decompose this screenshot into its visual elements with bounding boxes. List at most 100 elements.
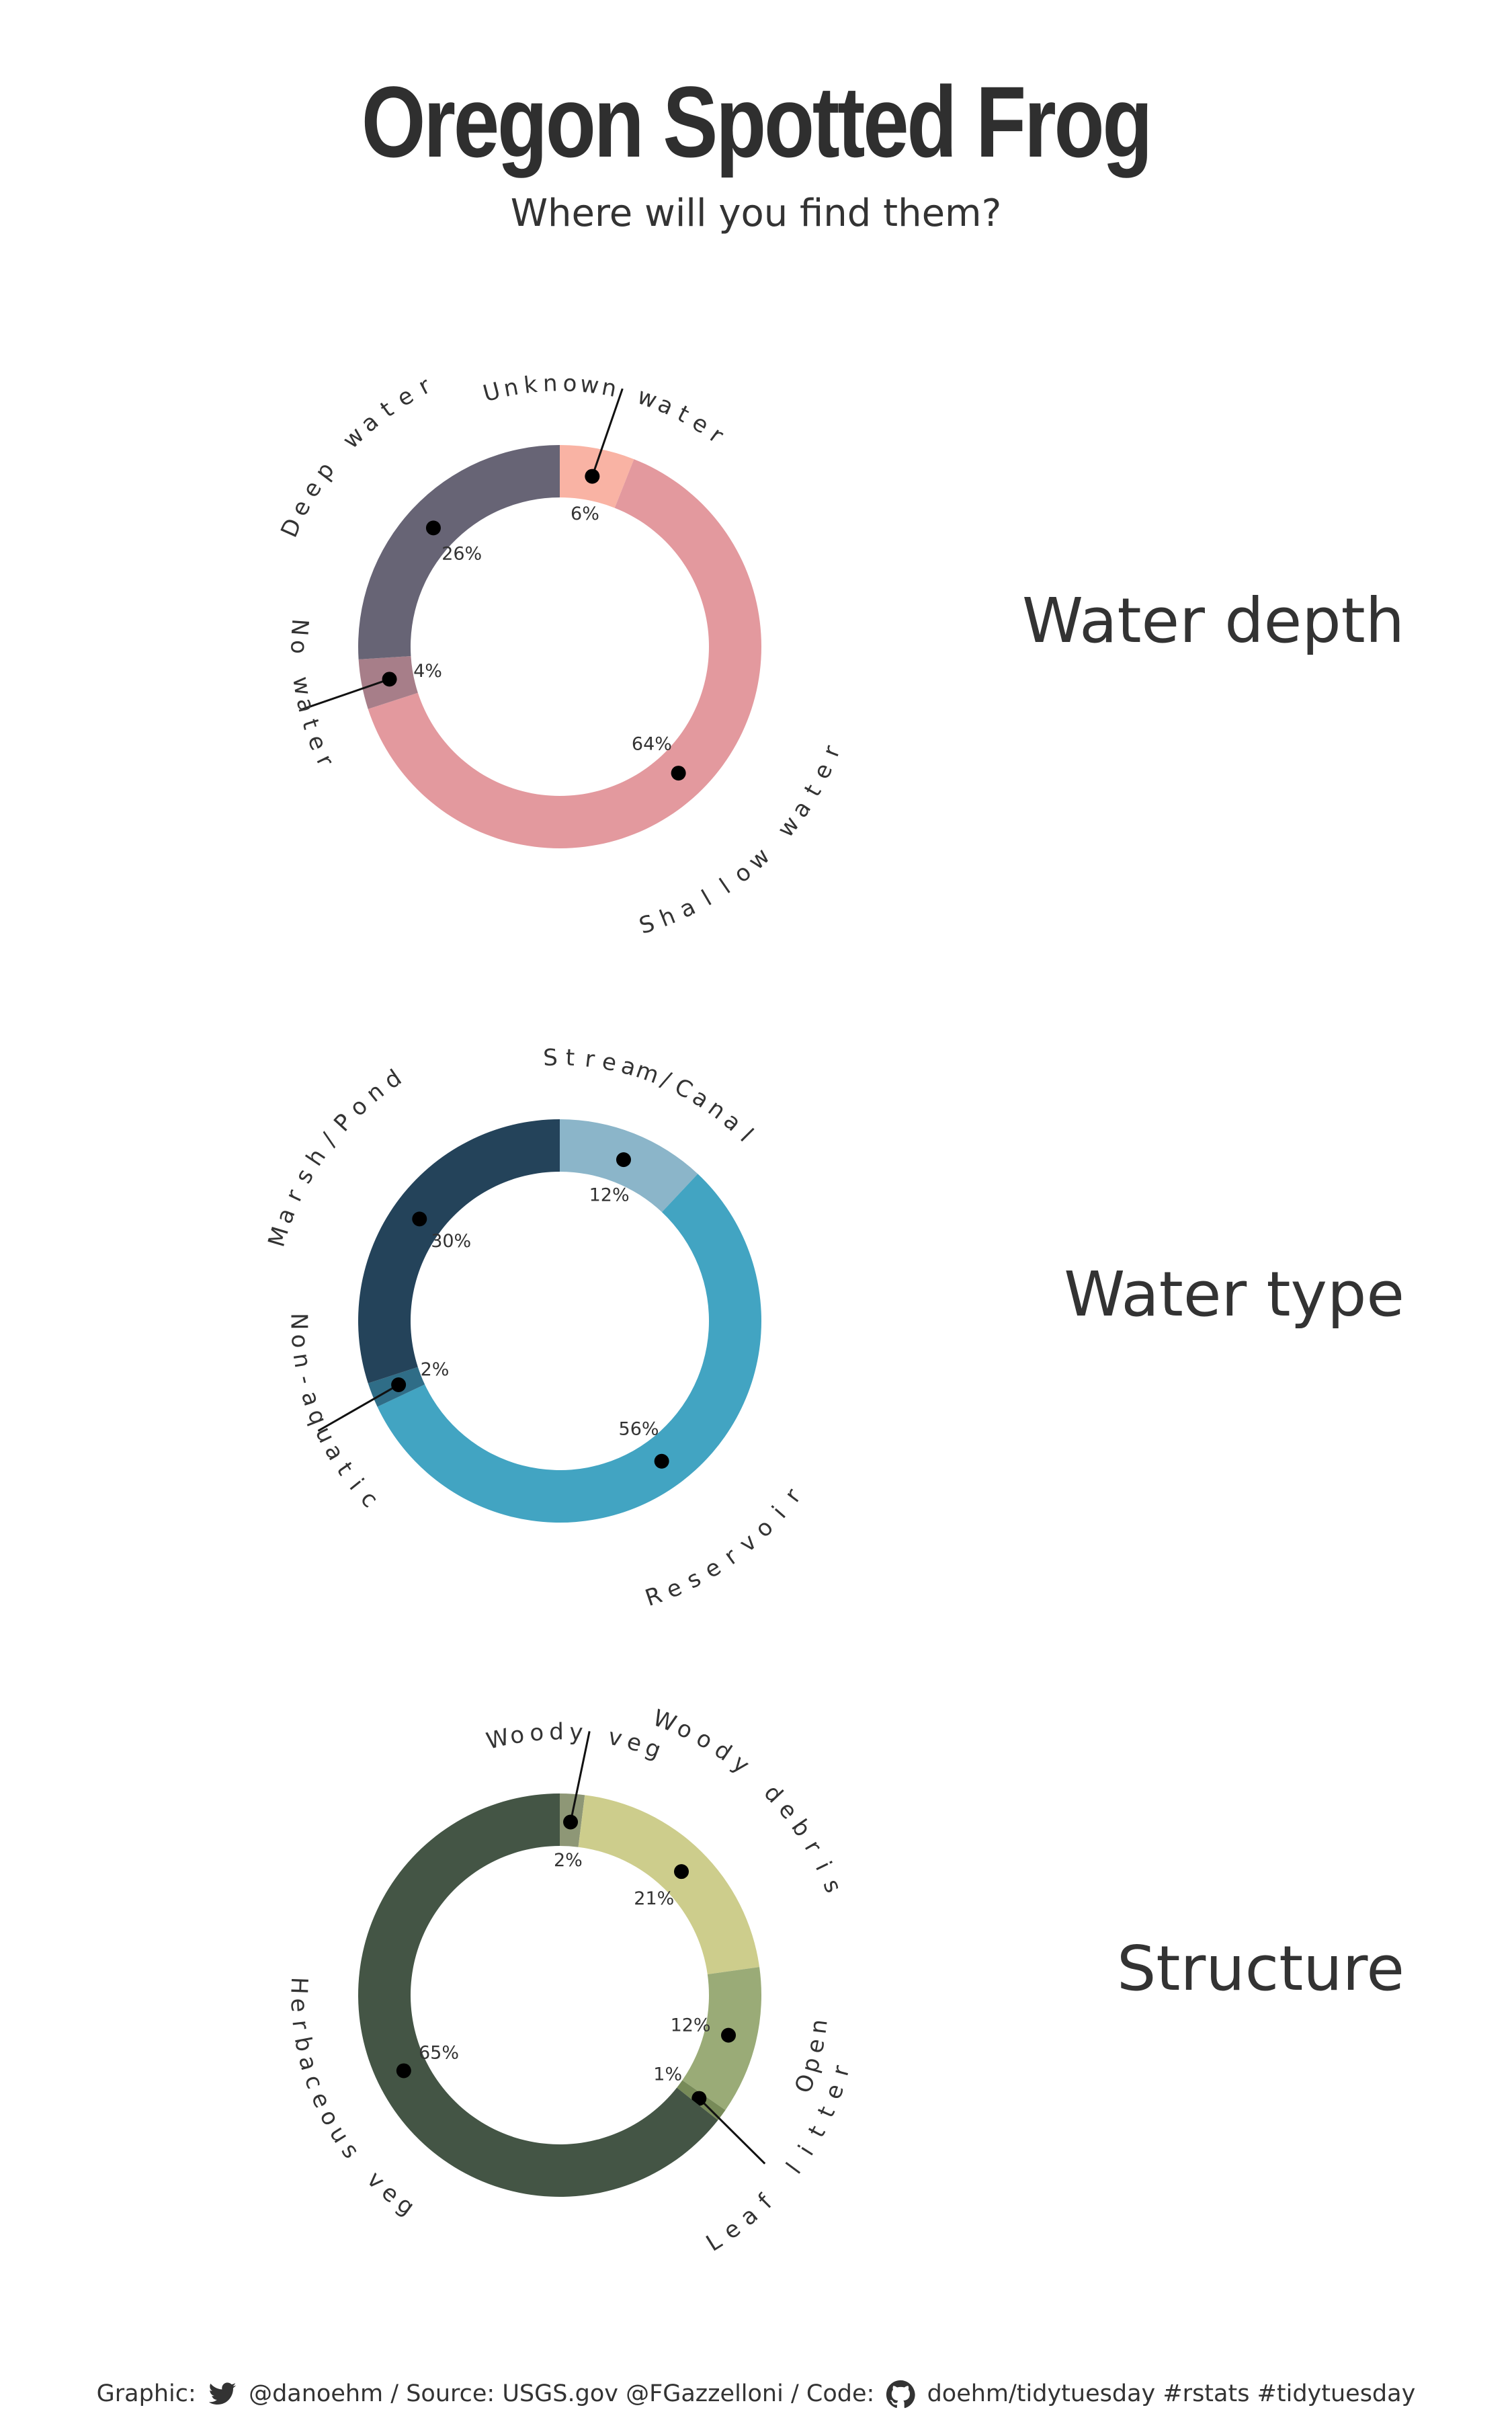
slice-marker-shallow-water [671, 766, 686, 781]
percent-label-woody-debris: 21% [634, 1888, 674, 1909]
slice-marker-no-water [382, 672, 397, 687]
category-label-reservoir: r [719, 1543, 743, 1570]
category-label-deep-water: p [310, 457, 340, 485]
category-label-reservoir: e [700, 1554, 726, 1584]
category-label-no-water: e [302, 731, 332, 754]
category-label-open: n [805, 2018, 833, 2035]
category-label-woody-veg: e [624, 1728, 644, 1757]
donut-slice-marsh-pond [358, 1119, 560, 1383]
category-label-reservoir: e [663, 1574, 686, 1604]
category-label-reservoir: R [642, 1582, 665, 1612]
category-label-leaf-litter: e [820, 2081, 850, 2103]
slice-marker-stream-canal [616, 1152, 631, 1168]
category-label-no-water: w [287, 675, 317, 698]
category-label-deep-water: e [392, 382, 419, 412]
category-label-shallow-water: h [656, 902, 679, 932]
category-label-leaf-litter: i [793, 2141, 819, 2161]
percent-label-non-aquatic: 2% [421, 1359, 450, 1380]
category-label-reservoir: i [767, 1501, 791, 1523]
category-label-woody-veg: W [484, 1724, 512, 1755]
percent-label-unknown-water: 6% [571, 503, 599, 524]
category-label-non-aquatic: o [286, 1333, 313, 1349]
donut-slice-herbaceous-veg [358, 1793, 718, 2197]
slice-marker-leaf-litter [691, 2091, 707, 2106]
category-label-marsh-pond: M [263, 1223, 294, 1250]
category-label-herbaceous-veg: a [293, 2053, 323, 2074]
category-label-reservoir: s [682, 1565, 705, 1595]
category-label-woody-veg: o [529, 1719, 545, 1747]
footer-author: @danoehm / Source: USGS.gov @FGazzelloni… [249, 2380, 875, 2407]
category-label-marsh-pond: s [290, 1164, 320, 1188]
chart-subtitle: Where will you find them? [510, 192, 1002, 235]
category-label-leaf-litter: r [827, 2063, 855, 2079]
category-label-marsh-pond: a [271, 1205, 301, 1227]
slice-marker-marsh-pond [412, 1211, 427, 1227]
category-label-open: p [796, 2054, 826, 2076]
slice-marker-woody-debris [674, 1864, 689, 1880]
donut-slice-woody-debris [578, 1795, 760, 1975]
category-label-herbaceous-veg: r [286, 2019, 314, 2031]
category-label-deep-water: e [286, 495, 317, 520]
category-label-woody-debris: i [810, 1857, 837, 1875]
category-label-herbaceous-veg: e [285, 1998, 312, 2013]
category-label-shallow-water: l [698, 885, 716, 912]
panel-label-water-depth: Water depth [1022, 585, 1404, 657]
footer-code: doehm/tidytuesday #rstats #tidytuesday [927, 2380, 1416, 2407]
category-label-non-aquatic: c [355, 1486, 383, 1513]
category-label-reservoir: o [750, 1514, 779, 1543]
category-label-unknown-water: e [687, 409, 714, 440]
leader-line-no-water [301, 678, 390, 711]
category-label-stream-canal: r [583, 1045, 595, 1073]
category-label-no-water: o [285, 640, 312, 654]
category-label-woody-debris: o [691, 1725, 717, 1755]
category-label-open: e [801, 2036, 830, 2055]
category-label-non-aquatic: N [285, 1313, 312, 1330]
category-label-woody-veg: y [569, 1719, 584, 1746]
twitter-bird-icon [208, 2382, 237, 2405]
slice-marker-unknown-water [585, 469, 600, 484]
percent-label-deep-water: 26% [442, 544, 482, 565]
percent-label-marsh-pond: 30% [431, 1231, 471, 1252]
category-label-unknown-water: w [579, 371, 600, 400]
category-label-stream-canal: e [600, 1048, 619, 1077]
category-label-woody-veg: g [642, 1734, 665, 1764]
category-label-woody-debris: s [817, 1876, 847, 1896]
leader-line-unknown-water [591, 388, 624, 477]
category-label-woody-debris: d [710, 1736, 737, 1767]
slice-marker-deep-water [425, 520, 441, 536]
footer-graphic-label: Graphic: [96, 2380, 196, 2407]
category-label-unknown-water: n [501, 374, 521, 403]
category-label-woody-veg: d [549, 1718, 564, 1745]
category-label-unknown-water: U [480, 377, 503, 407]
leader-line-leaf-litter [698, 2097, 766, 2165]
category-label-non-aquatic: t [331, 1457, 359, 1480]
category-label-shallow-water: t [799, 780, 827, 801]
slice-marker-herbaceous-veg [396, 2063, 411, 2079]
category-label-no-water: N [286, 618, 314, 637]
category-label-leaf-litter: t [803, 2122, 831, 2142]
github-icon [886, 2380, 916, 2409]
category-label-deep-water: D [276, 514, 307, 541]
category-label-marsh-pond: / [316, 1128, 342, 1151]
category-label-deep-water: e [297, 476, 327, 502]
category-label-unknown-water: n [542, 370, 558, 397]
category-label-herbaceous-veg: b [289, 2034, 318, 2054]
category-label-marsh-pond: h [301, 1144, 331, 1171]
percent-label-open: 12% [671, 2015, 711, 2036]
donut-slice-reservoir [377, 1174, 761, 1523]
slice-marker-reservoir [654, 1453, 669, 1469]
chart-title: Oregon Spotted Frog [361, 65, 1153, 178]
category-label-marsh-pond: d [379, 1064, 407, 1094]
category-label-marsh-pond: r [280, 1186, 308, 1206]
category-label-non-aquatic: a [296, 1388, 325, 1410]
category-label-shallow-water: r [817, 742, 845, 760]
donut-slice-stream-canal [560, 1119, 698, 1213]
category-label-leaf-litter: a [735, 2202, 763, 2231]
leader-line-woody-veg [569, 1731, 591, 1822]
category-label-unknown-water: t [673, 400, 694, 428]
category-label-deep-water: t [376, 396, 398, 423]
category-label-woody-debris: b [786, 1814, 816, 1842]
slice-marker-woody-veg [563, 1814, 579, 1830]
category-label-shallow-water: S [636, 910, 658, 940]
